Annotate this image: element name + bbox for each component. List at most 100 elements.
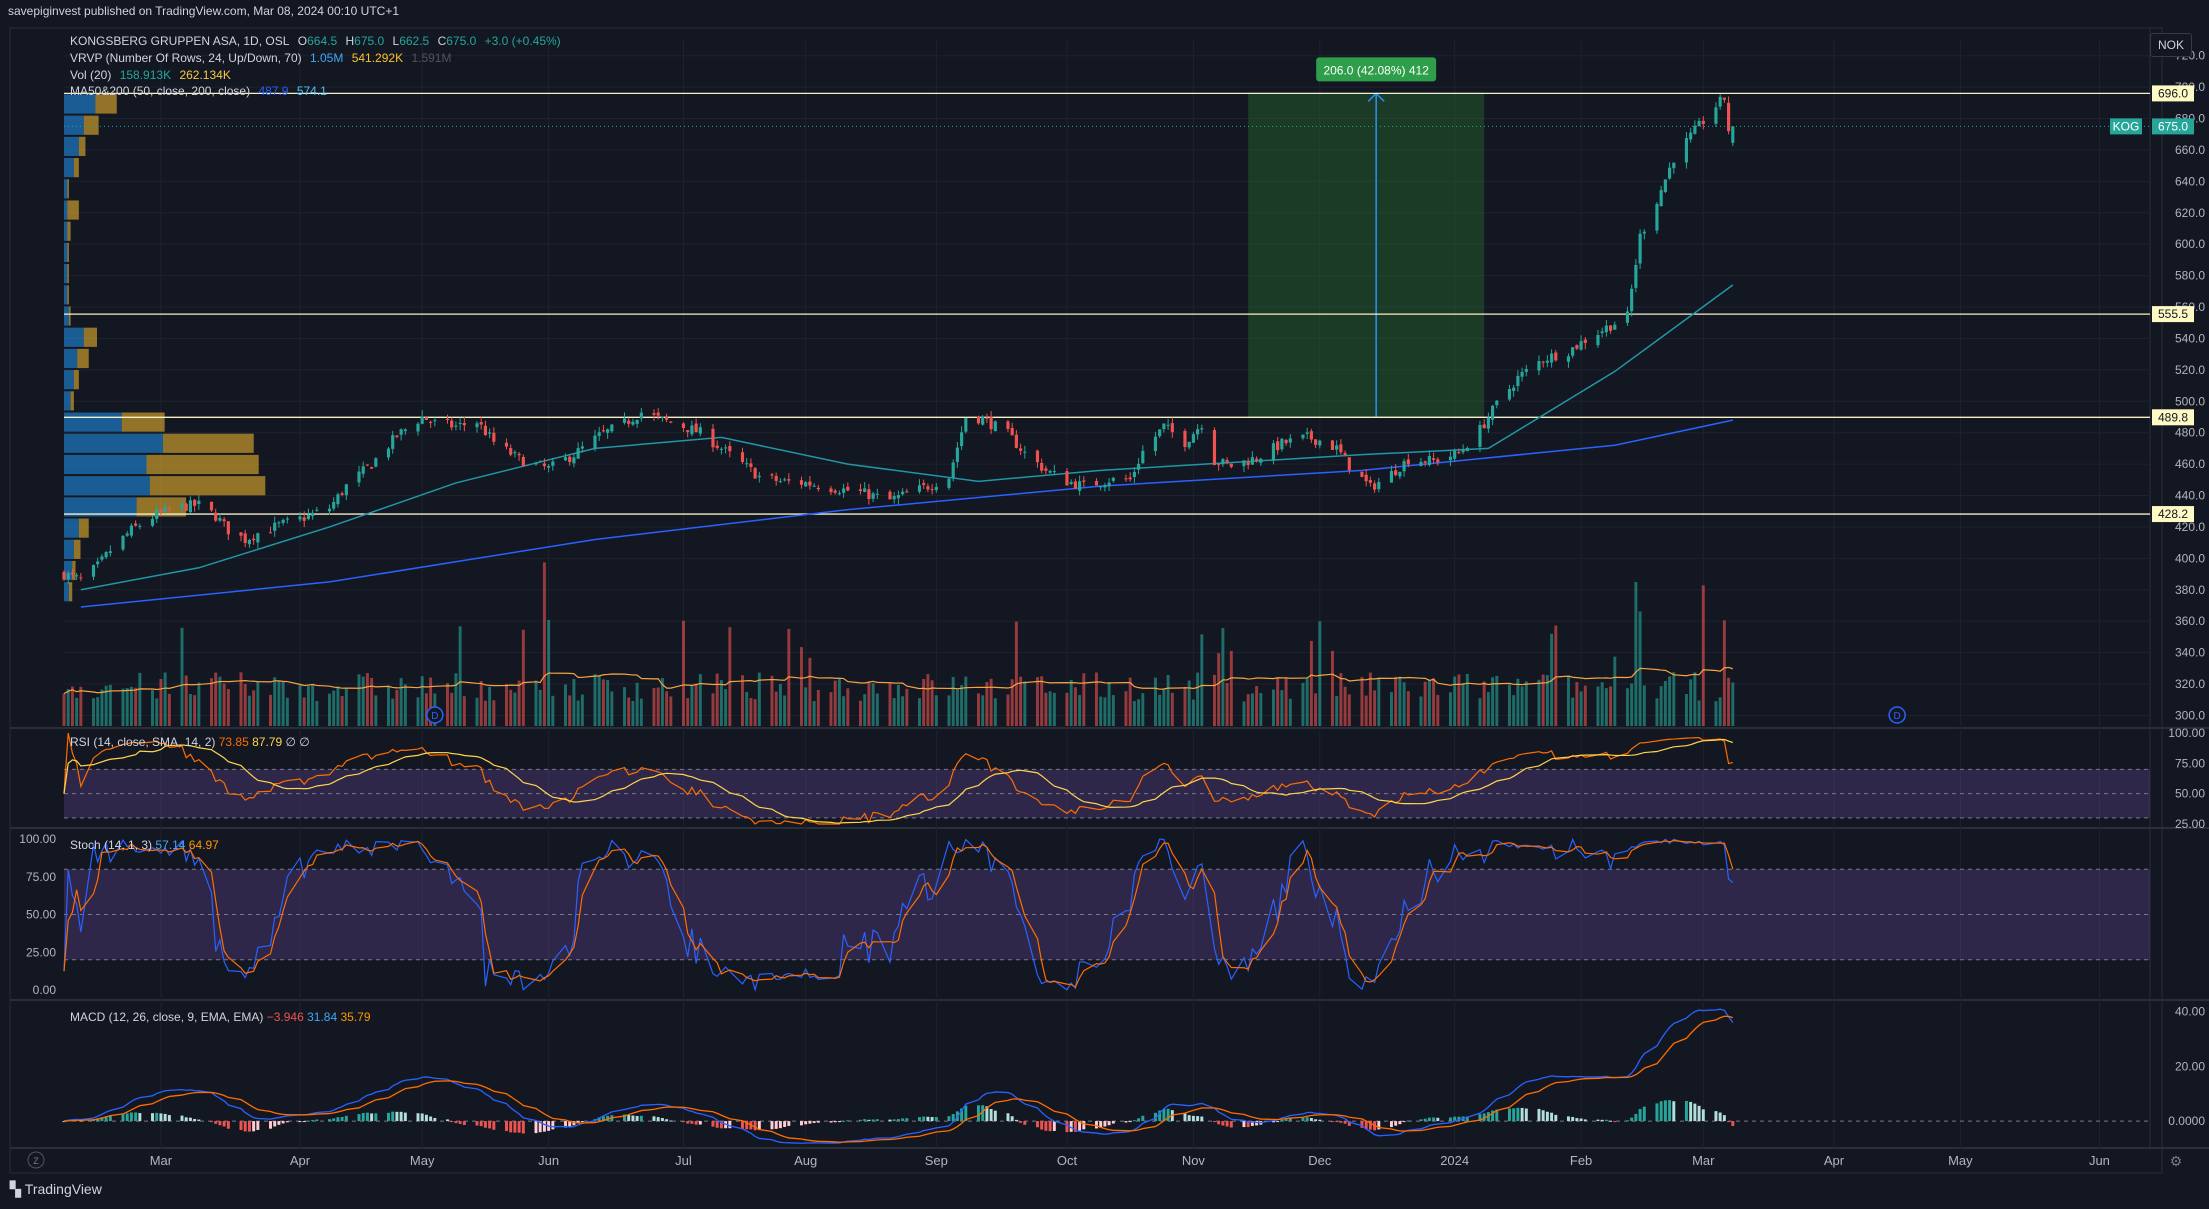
macd-hist-bar <box>458 1121 462 1124</box>
macd-hist-bar <box>660 1118 664 1122</box>
macd-hist-bar <box>774 1121 778 1129</box>
candle-body <box>521 456 525 467</box>
last-price-tag-label: 675.0 <box>2158 119 2188 133</box>
candle-body <box>896 495 900 499</box>
candle-body <box>1335 445 1339 450</box>
volume-bar <box>167 693 171 726</box>
volume-bar <box>1596 686 1600 726</box>
candle-body <box>1512 387 1516 391</box>
candle-body <box>989 416 993 430</box>
candle-body <box>833 490 837 493</box>
volume-bar <box>888 682 892 726</box>
volume-bar <box>1453 676 1457 726</box>
volume-bar <box>1010 679 1014 726</box>
candle-body <box>606 429 610 433</box>
volume-bar <box>1187 680 1191 726</box>
macd-line-value: 31.84 <box>307 1010 338 1024</box>
candle-body <box>656 412 660 416</box>
candle-body <box>1153 436 1158 452</box>
candle-body <box>1141 450 1145 464</box>
volume-bar <box>1545 675 1549 726</box>
time-tick-label: Mar <box>1692 1153 1715 1168</box>
volume-bar <box>1212 674 1216 726</box>
rsi-label: RSI (14, close, SMA, 14, 2) <box>70 735 216 749</box>
price-tick-label: 600.0 <box>2175 237 2205 251</box>
candle-body <box>1196 429 1200 435</box>
candle-body <box>252 538 256 541</box>
volume-bar <box>273 677 277 726</box>
vp-down-1 <box>83 115 99 135</box>
volume-bar <box>1668 676 1672 726</box>
candle-body <box>226 521 230 535</box>
volume-bar <box>285 697 289 726</box>
candle-body <box>420 416 424 424</box>
candle-body <box>1006 421 1010 429</box>
volume-bar <box>298 683 302 726</box>
macd-hist-bar <box>298 1121 302 1123</box>
macd-hist-bar <box>218 1121 222 1126</box>
candle-body <box>1191 434 1195 443</box>
macd-hist-bar <box>1693 1103 1697 1122</box>
candle-body <box>517 453 521 456</box>
candle-body <box>1545 360 1549 363</box>
candle-body <box>905 491 909 493</box>
candle-body <box>361 466 365 474</box>
macd-hist-bar <box>475 1121 479 1126</box>
candle-body <box>513 452 517 454</box>
volume-bar <box>1111 695 1115 726</box>
volume-bar <box>1689 679 1693 726</box>
currency-button[interactable]: NOK <box>2150 33 2192 57</box>
macd-hist-bar <box>256 1121 260 1130</box>
volume-bar <box>1575 682 1579 726</box>
candle-body <box>1457 452 1461 454</box>
macd-hist-bar <box>134 1112 138 1122</box>
volume-bar <box>163 672 167 726</box>
macd-hist-bar <box>665 1119 669 1122</box>
macd-hist-bar <box>989 1109 993 1122</box>
candle-body <box>243 533 247 543</box>
candle-body <box>1339 444 1343 453</box>
macd-hist-bar <box>479 1121 483 1127</box>
macd-hist-bar <box>1107 1121 1111 1126</box>
candle-body <box>960 432 964 447</box>
candle-body <box>1478 424 1482 447</box>
macd-hist-bar <box>960 1108 964 1122</box>
volume-bar <box>387 685 390 726</box>
macd-hist-bar <box>1722 1115 1726 1122</box>
candle-body <box>572 457 576 464</box>
volume-bar <box>976 693 980 726</box>
volume-bar <box>745 691 749 726</box>
macd-hist-bar <box>108 1115 112 1122</box>
macd-hist-bar <box>306 1120 310 1122</box>
candle-body <box>534 462 538 465</box>
macd-hist-bar <box>210 1121 213 1123</box>
candle-body <box>1520 371 1524 377</box>
candle-body <box>1284 439 1288 444</box>
macd-hist-bar <box>1448 1117 1452 1122</box>
macd-signal-value: 35.79 <box>340 1010 371 1024</box>
candle-body <box>370 467 374 469</box>
volume-bar <box>357 674 361 726</box>
level-tag-label: 489.8 <box>2158 410 2188 424</box>
macd-hist-bar <box>433 1117 437 1122</box>
macd-hist-bar <box>1023 1121 1027 1125</box>
macd-hist-bar <box>572 1121 576 1126</box>
chart-frame <box>9 27 2163 1174</box>
candle-body <box>787 479 791 481</box>
candle-body <box>1221 459 1225 465</box>
volume-bar <box>1465 673 1469 726</box>
volume-bar <box>1271 689 1275 726</box>
volume-bar <box>306 685 310 726</box>
candle-body <box>901 491 905 495</box>
price-tick-label: 640.0 <box>2175 174 2205 188</box>
volume-bar <box>576 700 580 726</box>
macd-hist-bar <box>1642 1106 1646 1122</box>
candle-body <box>108 551 112 553</box>
candle-body <box>1575 345 1579 349</box>
candle-body <box>993 421 997 432</box>
macd-hist-bar <box>753 1121 757 1131</box>
volume-bar <box>332 690 336 726</box>
candle-body <box>70 572 75 575</box>
volume-bar <box>505 684 508 726</box>
